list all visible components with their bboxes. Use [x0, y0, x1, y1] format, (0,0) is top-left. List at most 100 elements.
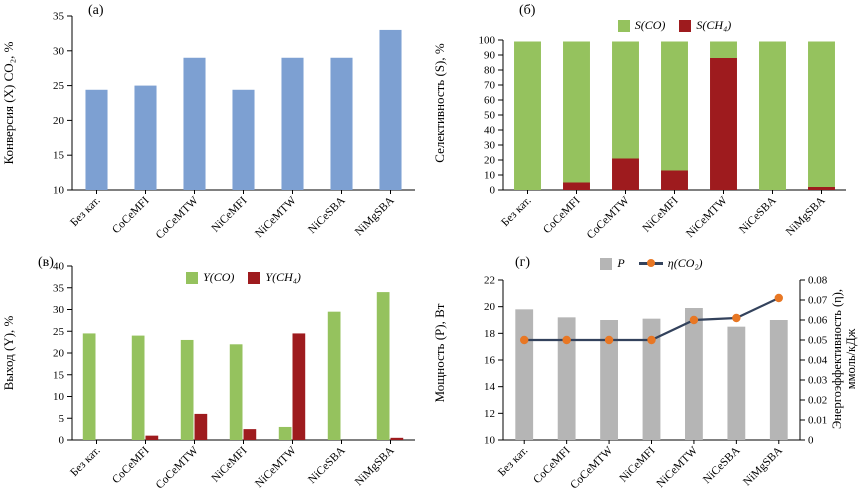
- data-point-marker: [732, 313, 741, 323]
- stacked-bar-segment: [808, 187, 835, 190]
- bar: [85, 89, 108, 190]
- stacked-bar-segment: [759, 41, 786, 190]
- secondary-y-tick-label: 0: [808, 435, 814, 447]
- panel-g-power-efficiency: (г) Мощность (P), Вт Энергоэффективность…: [431, 250, 862, 500]
- panel-g-y-axis-title: Мощность (P), Вт: [432, 303, 447, 403]
- category-label: NiCeMTW: [684, 195, 730, 241]
- grouped-bar: [278, 426, 292, 440]
- y-tick-label: 20: [484, 301, 496, 313]
- y-tick-label: 25: [53, 326, 65, 338]
- legend-swatch: [617, 19, 630, 32]
- legend-label: Y(CO): [203, 270, 235, 284]
- panel-v-legend: Y(CO) Y(CH₄): [72, 270, 415, 285]
- category-label: NiCeSBA: [306, 444, 348, 486]
- secondary-y-tick-label: 0.05: [808, 335, 828, 347]
- y-tick-label: 14: [484, 381, 496, 393]
- stacked-bar-segment: [612, 158, 639, 190]
- y-tick-label: 100: [479, 35, 496, 47]
- secondary-y-tick-label: 0.04: [808, 355, 828, 367]
- bar: [183, 57, 206, 191]
- legend-swatch: [679, 19, 692, 32]
- category-label: NiMgSBA: [353, 444, 397, 488]
- stacked-bar-segment: [661, 170, 688, 190]
- panel-a-y-axis-title: Конверсия (X) CO₂, %: [1, 41, 16, 165]
- y-tick-label: 5: [59, 413, 65, 425]
- bar: [330, 57, 353, 191]
- y-tick-label: 10: [53, 185, 65, 197]
- bar: [281, 57, 304, 191]
- grouped-bar: [376, 292, 390, 440]
- legend-swatch: [600, 257, 613, 270]
- y-tick-label: 30: [484, 140, 496, 152]
- legend-item: S(CH₄): [679, 18, 731, 33]
- category-label: Без кат.: [496, 445, 530, 479]
- y-tick-label: 35: [53, 11, 65, 23]
- y-tick-label: 10: [484, 170, 496, 182]
- secondary-y-tick-label: 0.02: [808, 395, 827, 407]
- y-tick-label: 30: [53, 45, 65, 57]
- y-tick-label: 25: [53, 80, 65, 92]
- category-label: NiMgSBA: [784, 194, 828, 238]
- panel-a-conversion: (а) Конверсия (X) CO₂, % 10 15 20 25 30 35 Без…: [0, 0, 431, 250]
- legend-label: P: [617, 256, 625, 270]
- data-point-marker: [647, 335, 656, 345]
- y-tick-label: 40: [53, 261, 65, 273]
- stacked-bar-segment: [514, 41, 541, 190]
- legend-label: Y(CH₄): [265, 270, 301, 284]
- y-tick-label: 12: [484, 408, 495, 420]
- category-label: NiCeMFI: [210, 195, 250, 235]
- stacked-bar-segment: [710, 58, 737, 190]
- grouped-bar: [82, 333, 96, 440]
- data-point-marker: [562, 335, 571, 345]
- data-point-marker: [689, 315, 699, 325]
- category-label: NiCeSBA: [701, 444, 743, 486]
- stacked-bar-segment: [661, 41, 688, 171]
- stacked-bar-segment: [808, 41, 835, 187]
- y-tick-label: 0: [59, 435, 65, 447]
- y-tick-label: 50: [484, 110, 496, 122]
- power-bar: [685, 308, 703, 440]
- category-label: NiCeSBA: [737, 194, 779, 236]
- category-label: CoCeMTW: [154, 195, 201, 242]
- legend-line-swatch: [638, 259, 663, 268]
- y-tick-label: 20: [484, 155, 496, 167]
- legend-swatch: [186, 271, 199, 284]
- secondary-y-tick-label: 0.06: [808, 315, 828, 327]
- y-tick-label: 80: [484, 65, 496, 77]
- legend-label: S(CH₄): [696, 18, 732, 32]
- legend-label: η(CO₂): [667, 256, 703, 270]
- category-label: CoCeMFI: [541, 195, 583, 237]
- y-tick-label: 90: [484, 50, 496, 62]
- category-label: Без кат.: [499, 195, 533, 229]
- data-point-marker: [520, 335, 529, 345]
- y-tick-label: 30: [53, 304, 65, 316]
- grouped-bar: [229, 344, 243, 440]
- power-bar: [600, 320, 618, 440]
- y-tick-label: 16: [484, 355, 496, 367]
- power-bar: [515, 309, 534, 440]
- y-tick-label: 18: [484, 328, 496, 340]
- stacked-bar-segment: [563, 182, 590, 190]
- category-label: NiCeSBA: [306, 194, 348, 236]
- category-label: NiCeMTW: [253, 445, 299, 491]
- category-label: NiCeMFI: [210, 445, 250, 485]
- panel-v-y-axis-title: Выход (Y), %: [1, 315, 16, 391]
- category-label: CoCeMTW: [568, 445, 615, 492]
- y-tick-label: 10: [484, 435, 496, 447]
- y-tick-label: 60: [484, 95, 496, 107]
- legend-item: η(CO₂): [638, 256, 703, 271]
- category-label: CoCeMTW: [585, 195, 632, 242]
- y-tick-label: 20: [53, 115, 65, 127]
- y-tick-label: 20: [53, 348, 65, 360]
- power-bar: [727, 326, 746, 440]
- grouped-bar: [194, 413, 208, 440]
- y-tick-label: 35: [53, 282, 65, 294]
- panel-g-secondary-y-axis-title: Энергоэффективность (η), ммоль/кДж: [830, 289, 859, 429]
- grouped-bar: [131, 335, 145, 440]
- panel-v-yield: (в) Выход (Y), % Y(CO) Y(CH₄) 0 5 10 15 20 25 3…: [0, 250, 431, 500]
- grouped-bar: [327, 311, 341, 440]
- bar: [379, 29, 402, 191]
- category-label: NiMgSBA: [741, 444, 785, 488]
